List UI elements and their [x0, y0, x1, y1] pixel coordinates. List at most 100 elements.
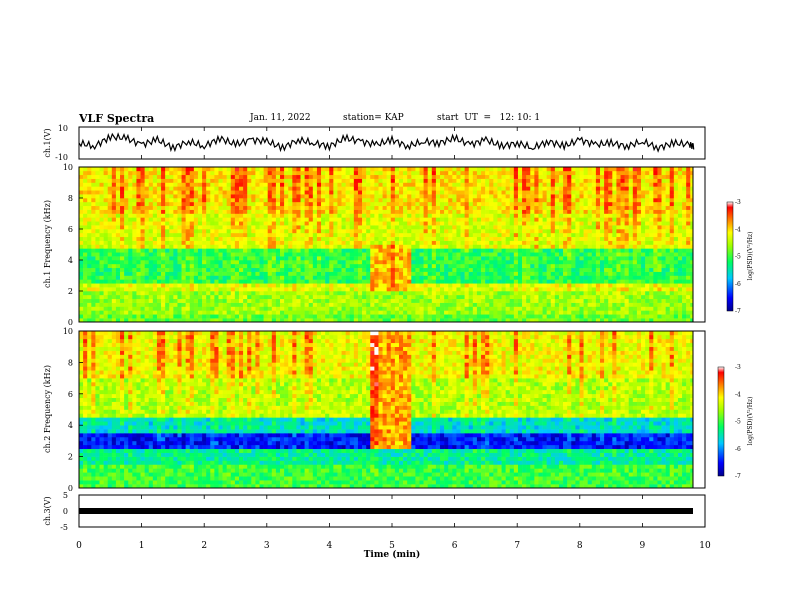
spectrogram-cell	[255, 225, 260, 230]
spectrogram-cell	[522, 314, 527, 319]
spectrogram-cell	[390, 306, 396, 311]
spectrogram-cell	[152, 217, 158, 222]
spectrogram-cell	[456, 221, 461, 226]
spectrogram-cell	[403, 178, 408, 183]
spectrogram-cell	[440, 244, 445, 249]
spectrogram-cell	[353, 167, 359, 172]
spectrogram-cell	[485, 310, 490, 315]
spectrogram-cell	[214, 271, 219, 276]
spectrogram-cell	[444, 244, 449, 249]
spectrogram-cell	[111, 213, 117, 218]
spectrogram-cell	[210, 186, 215, 191]
spectrogram-cell	[222, 198, 227, 203]
spectrogram-cell	[214, 302, 219, 307]
spectrogram-cell	[316, 217, 322, 222]
spectrogram-cell	[234, 248, 240, 253]
spectrogram-cell	[193, 198, 199, 203]
spectrogram-cell	[353, 267, 359, 272]
spectrogram-cell	[132, 221, 137, 226]
spectrogram-cell	[140, 201, 145, 207]
spectrogram-cell	[316, 190, 322, 195]
spectrogram-cell	[563, 298, 568, 303]
spectrogram-cell	[427, 294, 433, 300]
spectrogram-cell	[468, 240, 474, 245]
spectrogram-cell	[370, 256, 375, 261]
spectrogram-cell	[120, 263, 125, 269]
spectrogram-cell	[321, 225, 326, 230]
spectrogram-cell	[230, 213, 236, 218]
spectrogram-cell	[325, 232, 330, 238]
spectrogram-cell	[538, 263, 543, 269]
spectrogram-cell	[251, 283, 256, 288]
spectrogram-cell	[403, 186, 408, 191]
spectrogram-cell	[136, 302, 141, 307]
spectrogram-cell	[567, 217, 572, 222]
spectrogram-cell	[136, 256, 141, 261]
spectrogram-cell	[337, 201, 342, 207]
spectrogram-cell	[571, 298, 576, 303]
spectrogram-cell	[546, 244, 552, 249]
spectrogram-cell	[152, 225, 158, 230]
spectrogram-cell	[497, 194, 502, 199]
spectrogram-cell	[472, 186, 478, 191]
spectrogram-cell	[226, 201, 232, 207]
spectrogram-cell	[485, 232, 490, 238]
spectrogram-cell	[571, 213, 576, 218]
spectrogram-cell	[173, 236, 178, 241]
spectrogram-cell	[304, 318, 310, 323]
spectrogram-cell	[210, 213, 215, 218]
spectrogram-cell	[509, 229, 515, 234]
spectrogram-cell	[206, 310, 211, 315]
spectrogram-cell	[468, 178, 474, 183]
spectrogram-cell	[280, 174, 285, 179]
spectrogram-cell	[587, 298, 593, 303]
spectrogram-cell	[534, 167, 539, 172]
spectrogram-cell	[403, 174, 408, 179]
spectrogram-cell	[136, 298, 141, 303]
spectrogram-cell	[419, 232, 424, 238]
spectrogram-cell	[95, 205, 100, 210]
spectrogram-cell	[468, 229, 474, 234]
spectrogram-cell	[177, 263, 182, 269]
spectrogram-cell	[444, 236, 449, 241]
spectrogram-cell	[452, 267, 457, 272]
spectrogram-cell	[120, 279, 125, 284]
spectrogram-cell	[341, 186, 346, 191]
spectrogram-cell	[169, 302, 174, 307]
spectrogram-cell	[374, 260, 379, 265]
spectrogram-cell	[546, 225, 552, 230]
spectrogram-cell	[115, 283, 121, 288]
spectrogram-cell	[296, 178, 301, 183]
spectrogram-cell	[329, 318, 334, 323]
spectrogram-cell	[230, 178, 236, 183]
spectrogram-cell	[403, 263, 408, 269]
spectrogram-cell	[292, 198, 297, 203]
spectrogram-cell	[128, 314, 133, 319]
spectrogram-cell	[222, 213, 227, 218]
spectrogram-cell	[493, 225, 498, 230]
spectrogram-cell	[456, 275, 461, 280]
spectrogram-cell	[222, 287, 227, 292]
spectrogram-cell	[386, 275, 392, 280]
spectrogram-cell	[464, 232, 470, 238]
spectrogram-cell	[546, 283, 552, 288]
spectrogram-cell	[120, 306, 125, 311]
spectrogram-cell	[152, 260, 158, 265]
spectrogram-cell	[312, 283, 318, 288]
spectrogram-cell	[181, 182, 186, 187]
spectrogram-cell	[91, 236, 96, 241]
spectrogram-cell	[472, 225, 478, 230]
spectrogram-cell	[554, 213, 560, 218]
spectrogram-cell	[247, 271, 252, 276]
spectrogram-cell	[169, 310, 174, 315]
spectrogram-cell	[206, 314, 211, 319]
spectrogram-cell	[345, 267, 351, 272]
spectrogram-cell	[341, 167, 346, 172]
spectrogram-cell	[452, 244, 457, 249]
spectrogram-cell	[140, 263, 145, 269]
spectrogram-cell	[460, 236, 465, 241]
spectrogram-cell	[148, 240, 154, 245]
spectrogram-cell	[267, 256, 273, 261]
spectrogram-cell	[407, 221, 412, 226]
spectrogram-cell	[316, 294, 322, 300]
